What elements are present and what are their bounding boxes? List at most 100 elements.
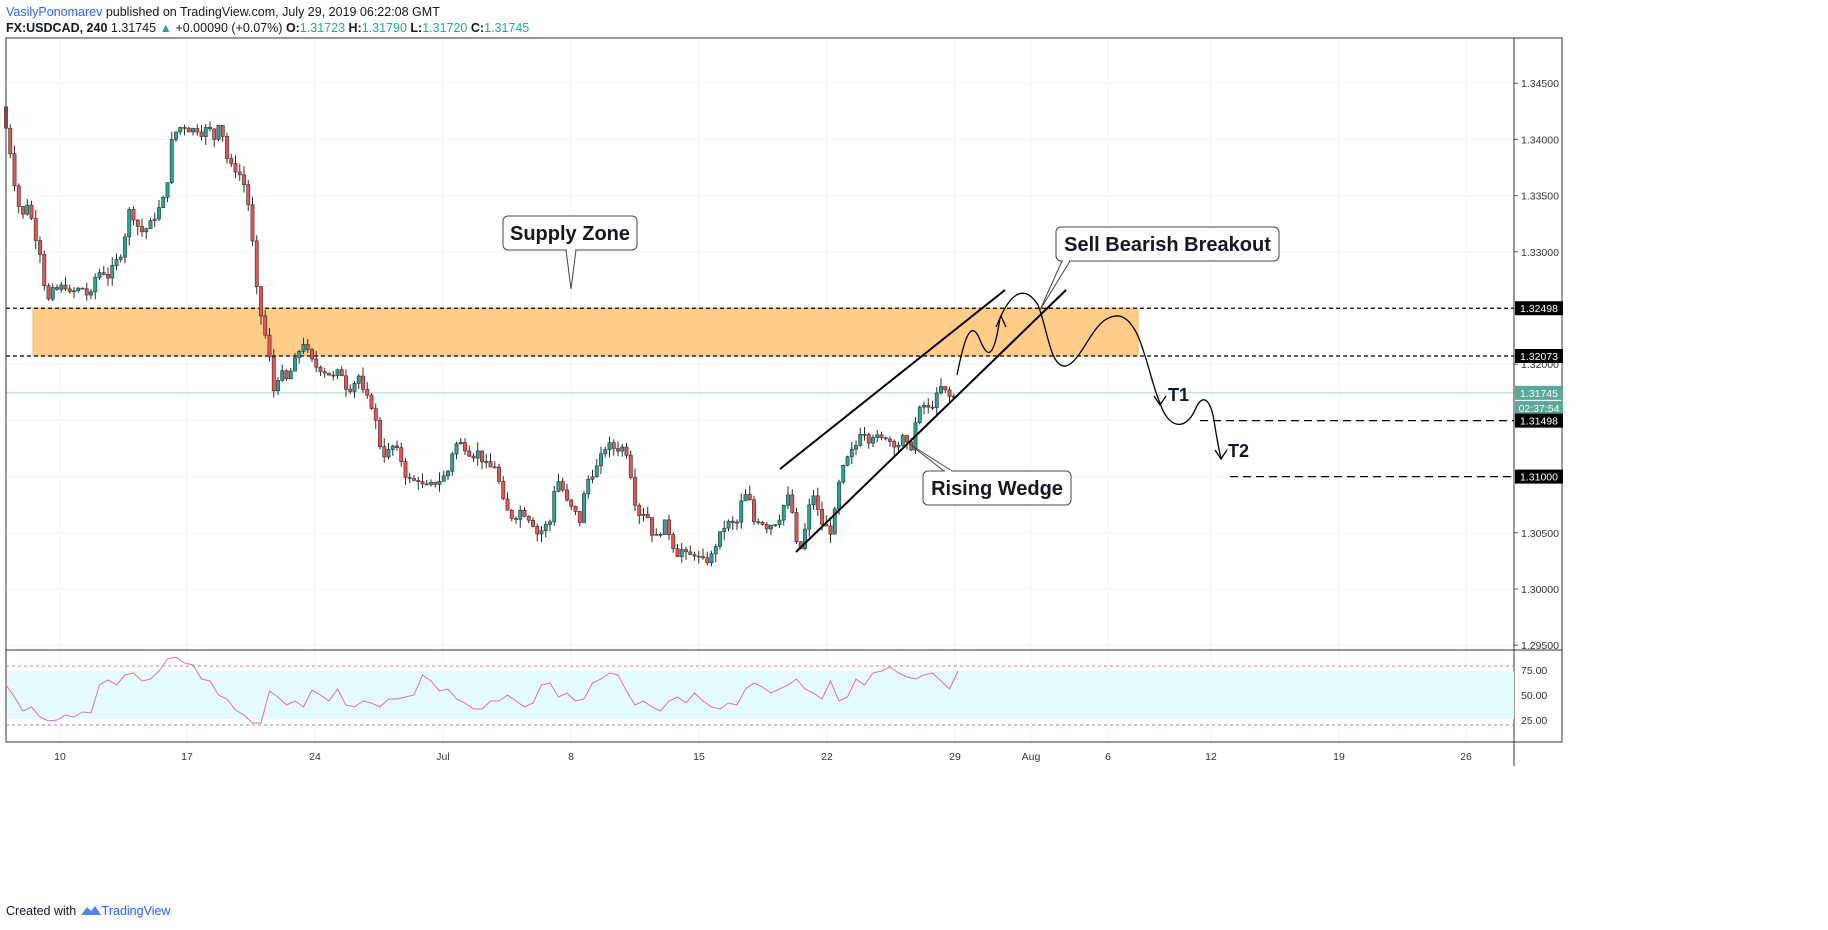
price-badge (1515, 413, 1563, 428)
candle-bull (854, 445, 858, 450)
price-axis[interactable]: 1.345001.340001.335001.330001.320001.305… (1514, 78, 1563, 652)
arrow-down-icon (1214, 449, 1228, 461)
candle-bull (548, 521, 552, 525)
breakout-label-box (1055, 226, 1280, 262)
author-link[interactable]: VasilyPonomarev (6, 5, 103, 19)
time-tick-label: 15 (693, 751, 705, 763)
candle-bull (72, 290, 76, 293)
candle-bear (463, 442, 467, 452)
candle-bull (293, 357, 297, 372)
candle-bear (246, 184, 251, 206)
rsi-band (7, 671, 1514, 719)
candle-bull (807, 504, 812, 530)
candle-bull (837, 481, 841, 510)
candle-bear (471, 455, 476, 459)
candle-bear (212, 128, 217, 140)
time-tick-label: 26 (1460, 751, 1472, 763)
candle-bear (46, 285, 51, 300)
candle-bear (611, 442, 616, 449)
candle-bear (225, 135, 229, 159)
candle-bull (803, 528, 807, 549)
candle-bear (467, 450, 472, 457)
publish-info: published on TradingView.com, July 29, 2… (105, 5, 440, 19)
arrow-down-icon (1153, 395, 1167, 407)
candle-bull (811, 495, 816, 506)
candle-bull (599, 453, 603, 467)
candle-bear (310, 349, 314, 360)
candle-bull (335, 369, 340, 376)
candle-bear (195, 128, 200, 133)
candle-bull (76, 287, 81, 292)
candle-bull (718, 531, 722, 547)
candle-bear (505, 498, 510, 511)
candle-bear (616, 448, 620, 452)
candle-bear (701, 556, 705, 559)
candle-bear (140, 226, 144, 233)
price-badge-text: 1.31498 (1520, 416, 1558, 428)
candle-bear (531, 520, 535, 527)
candle-bull (781, 505, 786, 521)
close-label: C: (470, 21, 485, 35)
supply-zone-layer (6, 307, 1514, 394)
rsi-pane[interactable]: 75.00 50.00 25.00 (5, 656, 1547, 727)
candle-bull (607, 442, 612, 450)
candle-bear (424, 483, 429, 486)
candle-bear (883, 437, 888, 440)
price-tick-label: 1.30000 (1521, 584, 1559, 596)
time-tick-label: Aug (1022, 751, 1041, 763)
candle-bear (327, 372, 331, 376)
price-badge (1515, 469, 1563, 484)
publish-line: VasilyPonomarev published on TradingView… (6, 4, 529, 20)
candle-bull (301, 344, 306, 352)
candle-bull (446, 470, 450, 477)
time-axis[interactable]: 10 17 24 Jul 8 15 22 29 Aug 6 12 19 26 (54, 751, 1472, 763)
outer-frame (5, 37, 1563, 743)
candle-bear (403, 461, 408, 478)
breakout-label-text: Sell Bearish Breakout (1064, 234, 1271, 256)
candle-bear (526, 516, 531, 521)
time-tick-label: 8 (568, 751, 574, 763)
up-arrow-icon: ▲ (159, 21, 172, 35)
candles-layer[interactable] (4, 101, 956, 567)
candle-bear (186, 127, 191, 133)
quote-line: FX:USDCAD, 240 1.31745 ▲ +0.00090 (+0.07… (6, 20, 529, 36)
price-tick-label: 1.30500 (1521, 528, 1559, 540)
candle-bull (934, 392, 939, 408)
candle-bear (752, 499, 756, 523)
candle-bear (67, 288, 72, 292)
tradingview-brand-link[interactable]: TradingView (101, 904, 171, 918)
candle-bull (454, 443, 459, 455)
candle-bear (314, 358, 319, 368)
candle-bull (429, 482, 433, 485)
price-badge-text: 1.32073 (1520, 351, 1558, 363)
wedge-label-pointer (907, 442, 953, 472)
candle-bear (373, 408, 378, 421)
time-tick-label: 29 (949, 751, 961, 763)
candle-bear (684, 549, 688, 553)
candle-bull (148, 220, 153, 229)
candle-bull (543, 524, 548, 532)
candle-bear (416, 480, 421, 482)
price-tick-label: 1.34000 (1521, 134, 1559, 146)
arrow-up-icon (995, 314, 1007, 328)
candle-bear (892, 441, 897, 448)
candle-bull (922, 405, 926, 408)
candle-bear (42, 254, 47, 287)
price-badge-text: 02:37:54 (1519, 403, 1560, 415)
candle-bear (271, 356, 276, 392)
candle-bear (344, 375, 348, 390)
candle-bear (696, 555, 701, 558)
wedge-lower-line (795, 289, 1067, 553)
candle-bear (947, 389, 952, 397)
candle-bull (118, 256, 123, 260)
open-label: O: (285, 21, 300, 35)
created-with-text: Created with (6, 904, 77, 918)
candle-bear (106, 274, 110, 279)
last-price: 1.31745 (110, 21, 157, 35)
time-tick-label: 22 (821, 751, 833, 763)
price-badge-text: 1.31000 (1520, 472, 1558, 484)
candle-bear (730, 520, 735, 524)
rsi-tick-label: 75.00 (1521, 665, 1547, 677)
candle-bull (539, 530, 544, 535)
